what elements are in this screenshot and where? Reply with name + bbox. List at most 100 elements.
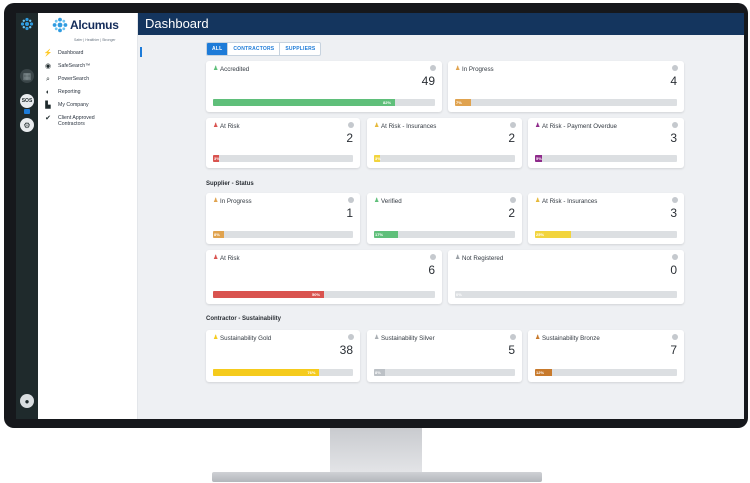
card-count: 6 (428, 263, 435, 277)
status-person-icon: ♟ (374, 198, 380, 204)
nav-item-label: SafeSearch™ (58, 63, 91, 69)
tab-suppliers[interactable]: SUPPLIERS (279, 43, 320, 55)
card-label: Sustainability Bronze (542, 335, 600, 342)
info-icon[interactable] (348, 334, 354, 340)
progress-track: 5% (535, 155, 677, 162)
brand-tagline: Safer | Healthier | Stronger (74, 38, 116, 42)
card-count: 49 (421, 74, 435, 88)
status-card-in-progress[interactable]: ♟ In Progress 4 7% (448, 61, 684, 112)
info-icon[interactable] (672, 254, 678, 260)
brand-logo[interactable]: Alcumus (52, 17, 119, 33)
card-count: 1 (346, 206, 353, 220)
nav-item-label: Dashboard (58, 50, 84, 56)
alcumus-burst-icon[interactable] (20, 17, 34, 31)
status-card-sustainability-silver[interactable]: ♟ Sustainability Silver 5 8% (367, 330, 522, 382)
nav-item-client-approved[interactable]: ✔ Client Approved Contractors (44, 114, 136, 132)
progress-fill (213, 99, 396, 106)
progress-percent: 7% (456, 100, 462, 105)
card-label: Accredited (220, 66, 250, 73)
tab-contractors[interactable]: CONTRACTORS (227, 43, 279, 55)
user-avatar-icon[interactable]: ● (20, 394, 34, 408)
progress-track: 25% (535, 231, 677, 238)
nav-item-safesearch[interactable]: ◉ SafeSearch™ (44, 62, 136, 75)
progress-track: 7% (455, 99, 677, 106)
card-label: At Risk - Payment Overdue (542, 123, 617, 130)
progress-percent: 25% (536, 232, 545, 237)
status-card-at-risk-insurances[interactable]: ♟ At Risk - Insurances 3 25% (528, 193, 684, 244)
info-icon[interactable] (510, 122, 516, 128)
nav-item-dashboard[interactable]: ⚡ Dashboard (44, 47, 142, 62)
progress-fill (213, 155, 219, 162)
section-title-supplier: Supplier - Status (206, 181, 254, 187)
sos-icon[interactable]: SOS (20, 94, 34, 108)
card-label: In Progress (220, 198, 252, 205)
progress-percent: 82% (383, 100, 392, 105)
card-count: 3 (670, 206, 677, 220)
info-icon[interactable] (430, 254, 436, 260)
nav-item-reporting[interactable]: ◐ Reporting (44, 88, 136, 101)
tab-all[interactable]: ALL (207, 43, 228, 55)
progress-fill (374, 231, 398, 238)
status-card-sustainability-gold[interactable]: ♟ Sustainability Gold 38 76% (206, 330, 360, 382)
nav-item-powersearch[interactable]: ⌕ PowerSearch (44, 75, 136, 88)
dashboard-main: ALL CONTRACTORS SUPPLIERS Supplier - Statu… (138, 35, 744, 419)
progress-percent: 3% (375, 156, 381, 161)
progress-percent: 8% (214, 232, 220, 237)
nav-item-label: Client Approved Contractors (58, 115, 95, 127)
info-icon[interactable] (348, 197, 354, 203)
info-icon[interactable] (672, 197, 678, 203)
status-person-icon: ♟ (535, 335, 541, 341)
card-label: At Risk - Insurances (381, 123, 437, 130)
nav-list: ⚡ Dashboard ◉ SafeSearch™ ⌕ PowerSearch ◐ Repor… (44, 47, 142, 132)
status-card-at-risk[interactable]: ♟ At Risk 2 3% (206, 118, 360, 168)
nav-item-my-company[interactable]: ▙ My Company (44, 101, 136, 114)
page-title: Dashboard (145, 16, 209, 31)
progress-percent: 8% (375, 370, 381, 375)
status-card-sustainability-bronze[interactable]: ♟ Sustainability Bronze 7 12% (528, 330, 684, 382)
status-person-icon: ♟ (213, 66, 219, 72)
info-icon[interactable] (348, 122, 354, 128)
info-icon[interactable] (510, 197, 516, 203)
settings-gear-icon[interactable]: ⚙ (20, 118, 34, 132)
info-icon[interactable] (430, 65, 436, 71)
monitor-bezel: ▦ SOS ⚙ ● (4, 3, 748, 428)
apps-grid-icon[interactable]: ▦ (20, 69, 34, 83)
progress-fill (374, 369, 386, 376)
progress-fill (535, 155, 543, 162)
progress-track: 3% (213, 155, 353, 162)
card-label: Not Registered (462, 255, 504, 262)
info-icon[interactable] (672, 334, 678, 340)
progress-fill (213, 231, 225, 238)
card-count: 3 (670, 131, 677, 145)
info-icon[interactable] (672, 122, 678, 128)
card-count: 4 (670, 74, 677, 88)
info-icon[interactable] (672, 65, 678, 71)
nav-sidebar: Alcumus Safer | Healthier | Stronger ⚡ Da… (38, 13, 142, 419)
status-card-not-registered[interactable]: ♟ Not Registered 0 0% (448, 250, 684, 304)
progress-track: 82% (213, 99, 435, 106)
status-card-at-risk[interactable]: ♟ At Risk 6 50% (206, 250, 442, 304)
status-person-icon: ♟ (213, 335, 219, 341)
card-count: 0 (670, 263, 677, 277)
status-card-accredited[interactable]: ♟ Accredited 49 82% (206, 61, 442, 112)
status-card-in-progress[interactable]: ♟ In Progress 1 8% (206, 193, 360, 244)
progress-track: 8% (213, 231, 353, 238)
monitor-stand-base (212, 472, 542, 482)
progress-percent: 3% (214, 156, 220, 161)
progress-track: 50% (213, 291, 435, 298)
progress-percent: 0% (456, 292, 462, 297)
nav-item-label: PowerSearch (58, 76, 90, 82)
search-icon: ⌕ (46, 75, 50, 83)
icon-rail: ▦ SOS ⚙ ● (16, 13, 38, 419)
progress-fill (535, 231, 571, 238)
info-icon[interactable] (510, 334, 516, 340)
progress-track: 17% (374, 231, 515, 238)
progress-fill (213, 291, 324, 298)
status-card-verified[interactable]: ♟ Verified 2 17% (367, 193, 522, 244)
progress-track: 76% (213, 369, 353, 376)
top-header: Dashboard (138, 13, 744, 35)
status-person-icon: ♟ (374, 123, 380, 129)
status-card-at-risk-payment-overdue[interactable]: ♟ At Risk - Payment Overdue 3 5% (528, 118, 684, 168)
pie-chart-icon: ◐ (45, 88, 51, 96)
status-card-at-risk-insurances[interactable]: ♟ At Risk - Insurances 2 3% (367, 118, 522, 168)
